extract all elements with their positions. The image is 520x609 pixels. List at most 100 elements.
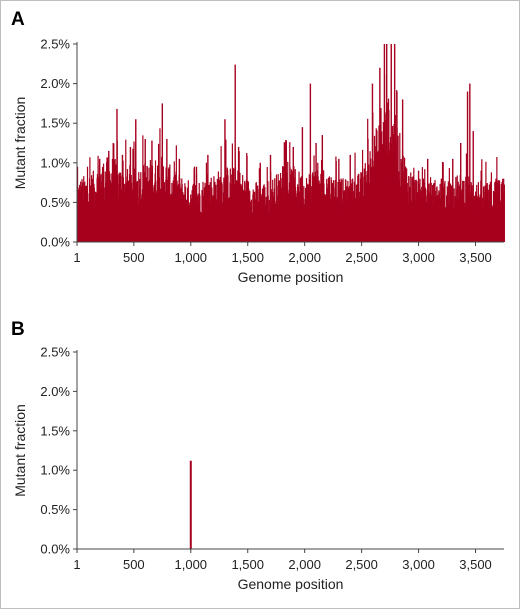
mutant-fraction-peak-bar [121,154,124,242]
panel-b-x-ticks: 1 500 1,000 1,500 2,000 2,500 3,000 3,500 [73,549,492,572]
y-tick-label: 0.5% [40,502,70,517]
mutant-fraction-peak-bar [383,44,386,242]
mutant-fraction-bar [353,181,355,242]
mutant-fraction-peak-bar [371,83,374,242]
mutant-fraction-bar [399,133,401,242]
mutant-fraction-bar [282,166,284,242]
mutant-fraction-bar [313,155,315,242]
mutant-fraction-peak-bar [338,158,340,242]
x-tick-label: 500 [123,557,145,572]
x-tick-label: 3,500 [459,250,492,265]
mutant-fraction-bar [498,180,501,242]
mutant-fraction-peak-bar [135,119,137,242]
mutant-fraction-bar [456,175,458,242]
panel-b-x-axis-title: Genome position [238,576,344,592]
mutant-fraction-bar [503,184,505,242]
mutant-fraction-peak-bar [426,158,429,242]
mutant-fraction-peak-bar [151,140,153,242]
mutant-fraction-peak-bar [349,154,351,242]
mutant-fraction-bar [266,166,268,242]
y-tick-label: 1.0% [40,155,70,170]
mutant-fraction-bar [133,141,135,242]
mutant-fraction-bar [232,167,234,242]
panel-b-y-axis-title: Mutant fraction [12,404,28,497]
x-tick-label: 500 [123,250,145,265]
mutant-fraction-bar [442,186,445,242]
y-tick-label: 2.5% [40,37,70,52]
mutant-fraction-peak-bar [234,64,236,242]
mutant-fraction-peak-bar [237,146,240,242]
mutant-fraction-bar [448,168,450,242]
y-tick-label: 2.0% [40,76,70,91]
mutant-fraction-bar [441,161,444,242]
y-tick-label: 0.5% [40,195,70,210]
mutant-fraction-bar [168,170,170,242]
mutant-fraction-peak-bar [301,127,304,242]
mutant-fraction-peak-bar [108,150,110,242]
mutant-fraction-bar [364,168,366,242]
x-tick-label: 2,500 [345,250,378,265]
mutant-fraction-peak-bar [472,131,474,242]
mutant-fraction-bar [367,138,369,242]
y-tick-label: 2.0% [40,384,70,399]
panel-b-bars [189,460,192,549]
mutant-fraction-peak-bar [401,99,404,242]
mutant-fraction-peak-bar [224,119,226,242]
mutant-fraction-peak-bar [495,178,497,242]
mutant-fraction-bar [503,178,505,242]
y-tick-label: 1.5% [40,116,70,131]
x-tick-label: 1,000 [175,557,208,572]
mutant-fraction-bar [285,140,287,242]
mutant-fraction-peak-bar [452,158,454,242]
mutant-fraction-peak-bar [469,83,471,242]
mutant-fraction-peak-bar [393,44,396,242]
mutant-fraction-bar [86,166,89,242]
mutant-fraction-bar [352,178,354,242]
panel-a-letter: A [11,9,25,30]
mutant-fraction-bar [102,163,105,242]
y-tick-label: 0.0% [40,542,70,557]
mutant-fraction-bar [376,130,378,242]
y-tick-label: 2.5% [40,345,70,360]
y-tick-label: 0.0% [40,235,70,250]
panel-a-bars [76,44,505,243]
panel-a-y-axis-title: Mutant fraction [12,97,28,190]
mutant-fraction-peak-bar [269,154,272,242]
mutant-fraction-peak-bar [480,170,482,242]
x-tick-label: 2,500 [345,557,378,572]
mutant-fraction-bar [300,176,303,242]
x-tick-label: 1 [73,557,80,572]
mutant-fraction-bar [432,185,434,242]
mutant-fraction-bar [175,145,177,242]
mutant-fraction-peak-bar [385,44,388,242]
mutant-fraction-bar [335,161,337,242]
panel-a-x-axis-title: Genome position [238,269,344,285]
x-tick-label: 2,000 [288,557,321,572]
panel-a-x-ticks: 1 500 1,000 1,500 2,000 2,500 3,000 3,500 [73,242,492,265]
mutant-fraction-bar [91,175,93,242]
mutant-fraction-peak-bar [497,180,500,242]
mutant-fraction-bar [463,180,465,242]
mutant-fraction-peak-bar [195,166,198,242]
mutant-fraction-peak-bar [460,143,462,242]
x-tick-label: 3,000 [402,557,435,572]
x-tick-label: 3,500 [459,557,492,572]
mutant-fraction-bar [142,135,144,242]
mutant-fraction-peak-bar [466,91,469,243]
panel-b: B 0.0% 0.5% 1.0% 1.5% 2.0% 2.5% 1 500 1,000 1,50… [11,319,504,592]
x-tick-label: 1,500 [231,250,264,265]
mutant-fraction-peak-bar [161,103,164,243]
mutant-fraction-peak-bar [396,91,398,243]
mutant-fraction-bar [339,182,341,242]
panel-a: A 0.0% 0.5% 1.0% 1.5% 2.0% 2.5% 1 500 1,000 1,50… [11,9,505,285]
panel-b-letter: B [11,319,25,340]
mutant-fraction-peak-bar [379,67,381,242]
mutant-fraction-peak-bar [315,143,317,242]
mutant-fraction-bar [159,128,161,242]
mutant-fraction-peak-bar [166,139,168,242]
mutant-fraction-bar [189,460,192,549]
mutant-fraction-peak-bar [144,139,146,242]
mutant-fraction-bar [354,152,356,242]
